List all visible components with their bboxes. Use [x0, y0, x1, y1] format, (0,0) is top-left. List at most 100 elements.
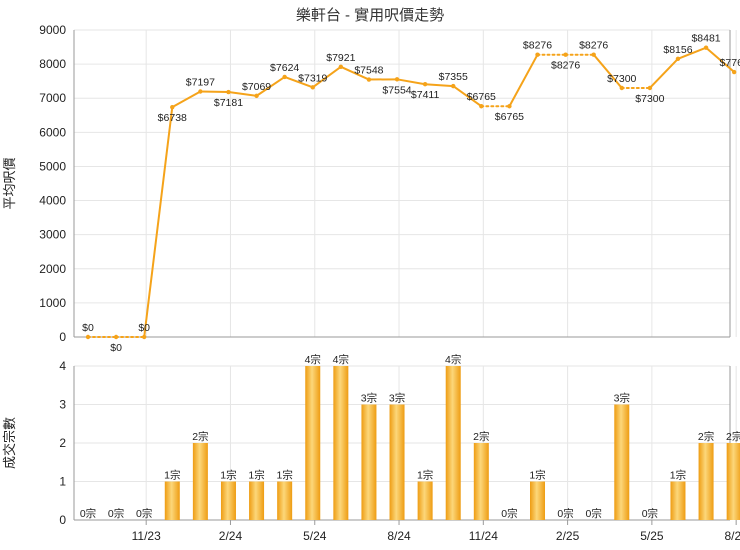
- price-line-segment: [508, 53, 539, 108]
- price-point-label: $7548: [354, 65, 383, 77]
- price-point-label: $7069: [242, 81, 271, 93]
- price-point-label: $7554: [382, 84, 411, 96]
- volume-y-tick-label: 2: [59, 436, 66, 450]
- price-line-segment: [424, 83, 455, 88]
- price-point-label: $8276: [523, 40, 552, 52]
- price-point: [731, 69, 737, 75]
- price-point: [310, 85, 315, 90]
- price-point: [141, 334, 147, 340]
- volume-bar-label: 2宗: [698, 430, 714, 443]
- volume-bar-label: 0宗: [642, 507, 658, 520]
- price-point-label: $7355: [439, 71, 468, 83]
- price-line-segment: [592, 53, 623, 89]
- price-point-label: $0: [82, 322, 94, 334]
- price-panel: 0 1000 2000 3000 4000 5000 6000 7000 8000 9000 平均呎…: [2, 23, 740, 354]
- price-y-tick-label: 3000: [39, 228, 66, 242]
- price-line-segment: [648, 57, 679, 89]
- price-point: [647, 85, 653, 91]
- price-y-tick-label: 4000: [39, 194, 66, 208]
- volume-bar-label: 2宗: [473, 430, 489, 443]
- price-point: [394, 77, 400, 82]
- volume-bar-label: 1宗: [670, 469, 686, 482]
- volume-bar: [220, 481, 236, 520]
- price-line-segment: [705, 46, 736, 74]
- volume-bar: [333, 366, 349, 520]
- price-line-segment: [339, 65, 370, 81]
- volume-bar-label: 2宗: [726, 430, 740, 443]
- price-line-segment: [199, 90, 230, 94]
- volume-bar-label: 1宗: [417, 469, 433, 482]
- volume-panel: 0 1 2 3 4 成交宗數 0宗 0宗 0宗 1宗 2宗 1宗 1宗 1宗 4宗 4宗 3宗 3宗 1宗 4宗 2宗 0…: [2, 353, 740, 543]
- volume-bar-label: 0宗: [108, 507, 124, 520]
- price-y-axis-label: 平均呎價: [2, 157, 17, 209]
- price-point: [254, 93, 259, 99]
- price-line-segment: [143, 106, 174, 338]
- price-point-label: $7319: [298, 72, 327, 84]
- price-point: [507, 104, 512, 109]
- price-y-tick-label: 5000: [39, 159, 66, 173]
- price-point: [535, 52, 540, 57]
- x-tick-label: 8/24: [387, 529, 411, 543]
- volume-bar-label: 1宗: [248, 469, 264, 482]
- price-line-segment: [452, 85, 483, 108]
- price-y-tick-label: 9000: [39, 23, 66, 37]
- price-point-label: $7300: [635, 93, 664, 105]
- price-point: [85, 334, 91, 340]
- volume-bar-label: 1宗: [164, 469, 180, 482]
- price-y-tick-label: 6000: [39, 125, 66, 139]
- price-point: [113, 334, 119, 340]
- price-y-tick-label: 0: [59, 330, 66, 344]
- price-point-label: $7768: [720, 57, 740, 69]
- volume-y-tick-label: 1: [59, 475, 66, 489]
- price-y-tick-label: 7000: [39, 91, 66, 105]
- price-point-label: $6738: [158, 112, 187, 124]
- price-y-tick-label: 1000: [39, 296, 66, 310]
- price-point: [451, 83, 456, 89]
- volume-bar-label: 0宗: [80, 507, 96, 520]
- x-tick-label: 2/24: [219, 529, 243, 543]
- price-point: [563, 52, 568, 57]
- volume-y-tick-label: 4: [59, 359, 66, 373]
- price-line-segment: [255, 75, 286, 97]
- x-tick-label: 5/24: [303, 529, 327, 543]
- price-point: [703, 45, 709, 50]
- volume-bar-label: 2宗: [192, 430, 208, 443]
- volume-bar-label: 4宗: [445, 353, 461, 366]
- volume-bar: [670, 481, 686, 520]
- price-point: [226, 89, 231, 95]
- price-point-label: $7181: [214, 97, 243, 109]
- price-point: [198, 89, 203, 94]
- volume-bar: [698, 443, 714, 520]
- price-point-label: $7197: [186, 77, 215, 89]
- price-point: [170, 104, 175, 110]
- price-line-segment: [676, 46, 708, 60]
- volume-bar-label: 4宗: [305, 353, 321, 366]
- price-line-segment: [283, 75, 314, 89]
- volume-bar: [614, 404, 630, 520]
- price-point-label: $8156: [663, 44, 692, 56]
- price-y-tick-label: 2000: [39, 262, 66, 276]
- volume-bar: [164, 481, 180, 520]
- volume-bar: [192, 443, 208, 520]
- price-line-segment: [311, 65, 342, 89]
- volume-y-tick-label: 0: [59, 513, 66, 527]
- chart-title: 樂軒台 - 實用呎價走勢: [296, 6, 444, 24]
- volume-bar-label: 0宗: [586, 507, 602, 520]
- volume-bar-label: 0宗: [557, 507, 573, 520]
- volume-bar-label: 1宗: [276, 469, 292, 482]
- volume-bar-label: 0宗: [501, 507, 517, 520]
- price-point: [282, 74, 287, 80]
- volume-bar: [445, 366, 461, 520]
- price-line-segment: [227, 91, 258, 97]
- volume-bar: [473, 443, 489, 520]
- volume-y-tick-label: 3: [59, 398, 66, 412]
- price-point-label: $7300: [607, 73, 636, 85]
- price-line-segment: [396, 78, 427, 86]
- x-tick-label: 11/23: [132, 529, 161, 543]
- volume-bar-label: 1宗: [529, 469, 545, 482]
- price-point-label: $0: [138, 322, 150, 334]
- price-point-label: $7921: [326, 52, 355, 64]
- price-point: [479, 104, 484, 109]
